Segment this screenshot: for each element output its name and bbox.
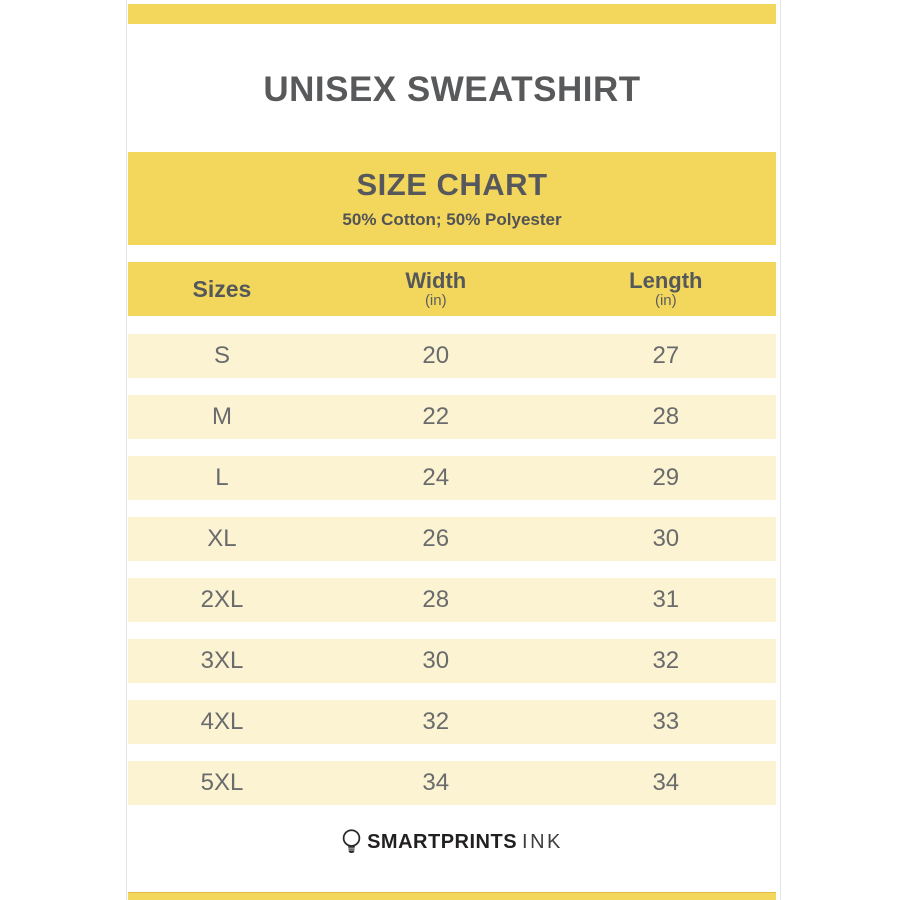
table-row: S 20 27 bbox=[128, 334, 776, 378]
table-row: 5XL 34 34 bbox=[128, 761, 776, 805]
column-header-label: Width bbox=[405, 268, 467, 294]
size-chart-heading: SIZE CHART bbox=[356, 167, 548, 202]
column-header-label: Length bbox=[629, 268, 703, 294]
size-table-body: S 20 27 M 22 28 L 24 29 XL 26 30 2XL 28 bbox=[128, 334, 776, 822]
length-cell: 31 bbox=[652, 586, 680, 613]
fabric-composition-text: 50% Cotton; 50% Polyester bbox=[342, 210, 562, 229]
table-row: 4XL 32 33 bbox=[128, 700, 776, 744]
size-cell: 2XL bbox=[200, 586, 244, 613]
table-row: 2XL 28 31 bbox=[128, 578, 776, 622]
size-cell: L bbox=[215, 464, 229, 491]
length-cell: 33 bbox=[652, 708, 680, 735]
width-cell: 30 bbox=[422, 647, 450, 674]
length-cell: 34 bbox=[652, 769, 680, 796]
content-column: UNISEX SWEATSHIRT SIZE CHART 50% Cotton;… bbox=[128, 0, 776, 900]
size-cell: 4XL bbox=[200, 708, 244, 735]
page-left-edge-line bbox=[126, 0, 127, 900]
column-header-label: Sizes bbox=[192, 275, 252, 302]
brand-name-light: INK bbox=[522, 830, 563, 853]
column-header-length: Length (in) bbox=[556, 269, 776, 309]
width-cell: 26 bbox=[422, 525, 450, 552]
top-accent-bar bbox=[128, 4, 776, 24]
length-cell: 28 bbox=[652, 403, 680, 430]
size-cell: S bbox=[213, 342, 230, 369]
width-cell: 24 bbox=[422, 464, 450, 491]
table-row: 3XL 30 32 bbox=[128, 639, 776, 683]
column-header-sizes: Sizes bbox=[128, 275, 316, 302]
column-header-unit: (in) bbox=[654, 291, 677, 309]
width-cell: 28 bbox=[422, 586, 450, 613]
width-cell: 22 bbox=[422, 403, 450, 430]
size-cell: M bbox=[211, 403, 232, 430]
length-cell: 32 bbox=[652, 647, 680, 674]
length-cell: 29 bbox=[652, 464, 680, 491]
table-header-row: Sizes Width (in) Length (in) bbox=[128, 262, 776, 316]
length-cell: 30 bbox=[652, 525, 680, 552]
table-row: XL 26 30 bbox=[128, 517, 776, 561]
width-cell: 20 bbox=[422, 342, 450, 369]
page-right-edge-line bbox=[780, 0, 781, 900]
width-cell: 32 bbox=[422, 708, 450, 735]
column-header-width: Width (in) bbox=[316, 269, 556, 309]
width-cell: 34 bbox=[422, 769, 450, 796]
length-cell: 27 bbox=[652, 342, 680, 369]
size-cell: XL bbox=[207, 525, 237, 552]
product-title: UNISEX SWEATSHIRT bbox=[263, 70, 641, 109]
column-header-unit: (in) bbox=[424, 291, 447, 309]
size-cell: 3XL bbox=[200, 647, 244, 674]
lightbulb-icon bbox=[342, 829, 361, 853]
table-row: M 22 28 bbox=[128, 395, 776, 439]
bottom-accent-bar bbox=[128, 892, 776, 900]
table-row: L 24 29 bbox=[128, 456, 776, 500]
size-chart-banner: SIZE CHART 50% Cotton; 50% Polyester bbox=[128, 152, 776, 245]
brand-name-bold: SMARTPRINTS bbox=[367, 830, 518, 853]
brand-logo: SMARTPRINTS INK bbox=[128, 822, 776, 862]
size-cell: 5XL bbox=[200, 769, 244, 796]
